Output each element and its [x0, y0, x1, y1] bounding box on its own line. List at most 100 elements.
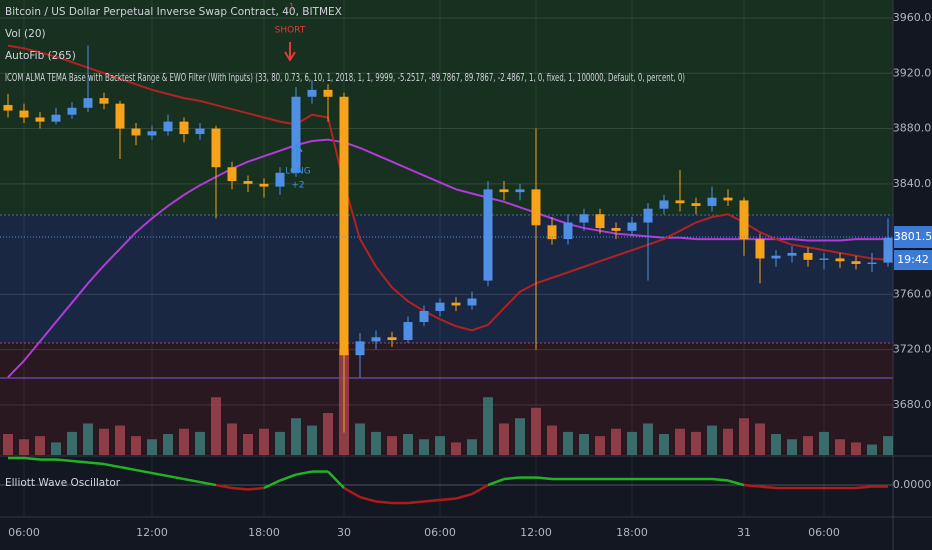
indicator-label: ICOM ALMA TEMA Base with Backtest Range …: [5, 72, 685, 84]
candle-body: [51, 114, 61, 122]
candle-body: [675, 200, 685, 204]
candle-body: [227, 167, 237, 182]
volume-bar: [243, 434, 253, 455]
oscillator-line: [279, 473, 297, 482]
volume-bar: [403, 434, 413, 455]
candle-body: [307, 89, 317, 97]
candle-body: [243, 181, 253, 184]
oscillator-line: [71, 459, 89, 464]
candle-body: [547, 225, 557, 240]
volume-bar: [595, 436, 605, 455]
fib-zone: [0, 0, 893, 215]
volume-bar: [3, 434, 13, 455]
candle-body: [147, 131, 157, 136]
volume-bar: [803, 436, 813, 455]
oscillator-line: [87, 461, 105, 466]
countdown-label: 19:42: [897, 253, 929, 266]
x-tick-label: 31: [737, 526, 751, 539]
volume-bar: [35, 436, 45, 455]
volume-bar: [83, 423, 93, 455]
candle-body: [3, 105, 13, 111]
candle-body: [755, 239, 765, 259]
oscillator-line: [23, 456, 41, 461]
candle-body: [275, 172, 285, 187]
x-tick-label: 06:00: [424, 526, 456, 539]
volume-bar: [147, 439, 157, 455]
volume-bar: [883, 436, 893, 455]
candle-body: [339, 96, 349, 356]
candle-body: [451, 302, 461, 306]
volume-bar: [259, 428, 269, 455]
candle-body: [211, 128, 221, 168]
volume-bar: [227, 423, 237, 455]
volume-bar: [67, 431, 77, 455]
x-tick-label: 06:00: [8, 526, 40, 539]
volume-bar: [723, 428, 733, 455]
price-tag-label: 3801.5: [894, 230, 932, 243]
candle-body: [595, 214, 605, 229]
volume-bar: [195, 431, 205, 455]
x-tick-label: 18:00: [248, 526, 280, 539]
chart-title: Bitcoin / US Dollar Perpetual Inverse Sw…: [5, 6, 342, 18]
volume-bar: [387, 436, 397, 455]
candle-body: [435, 302, 445, 311]
oscillator-line: [119, 465, 137, 472]
signal-label: LONG: [285, 167, 311, 177]
oscillator-line: [759, 485, 777, 490]
volume-bar: [851, 442, 861, 455]
volume-bar: [211, 397, 221, 455]
y-tick-label: 3920.0: [893, 66, 932, 79]
candle-body: [371, 337, 381, 342]
oscillator-line: [135, 468, 153, 475]
candle-body: [35, 117, 45, 122]
volume-bar: [659, 434, 669, 455]
candle-body: [499, 189, 509, 193]
candle-body: [83, 98, 93, 108]
y-tick-label: 3680.0: [893, 398, 932, 411]
oscillator-line: [247, 486, 265, 491]
oscillator-line: [103, 462, 121, 469]
volume-bar: [819, 431, 829, 455]
candle-body: [419, 310, 429, 323]
x-tick-label: 12:00: [136, 526, 168, 539]
oscillator-line: [487, 477, 505, 487]
candle-body: [627, 222, 637, 231]
volume-bar: [867, 444, 877, 455]
indicator-label: AutoFib (265): [5, 50, 76, 62]
candle-body: [115, 103, 125, 129]
volume-bar: [163, 434, 173, 455]
oscillator-line: [455, 492, 473, 500]
volume-bar: [691, 431, 701, 455]
oscillator-line: [359, 495, 377, 503]
x-tick-label: 18:00: [616, 526, 648, 539]
y-tick-label: 3880.0: [893, 122, 932, 135]
candle-body: [851, 261, 861, 264]
volume-bar: [371, 431, 381, 455]
candle-body: [771, 255, 781, 259]
oscillator-line: [183, 477, 201, 484]
candle-body: [403, 322, 413, 341]
candle-body: [659, 200, 669, 209]
candle-body: [179, 121, 189, 135]
candle-body: [195, 128, 205, 135]
signal-count: +2: [291, 181, 304, 191]
y-tick-label: 3840.0: [893, 177, 932, 190]
signal-count: -1: [286, 3, 295, 13]
oscillator-line: [439, 497, 457, 502]
volume-bar: [627, 431, 637, 455]
oscillator-line: [375, 500, 393, 505]
oscillator-line: [855, 485, 873, 490]
volume-bar: [323, 413, 333, 455]
oscillator-line: [327, 470, 345, 489]
oscillator-pane: [0, 456, 893, 517]
signal-arrow: [284, 42, 296, 62]
candle-body: [531, 189, 541, 226]
volume-bar: [611, 428, 621, 455]
x-tick-label: 30: [337, 526, 351, 539]
volume-bar: [515, 418, 525, 455]
oscillator-line: [471, 483, 489, 496]
volume-bar: [179, 428, 189, 455]
oscillator-line: [167, 474, 185, 481]
candle-body: [19, 110, 29, 118]
